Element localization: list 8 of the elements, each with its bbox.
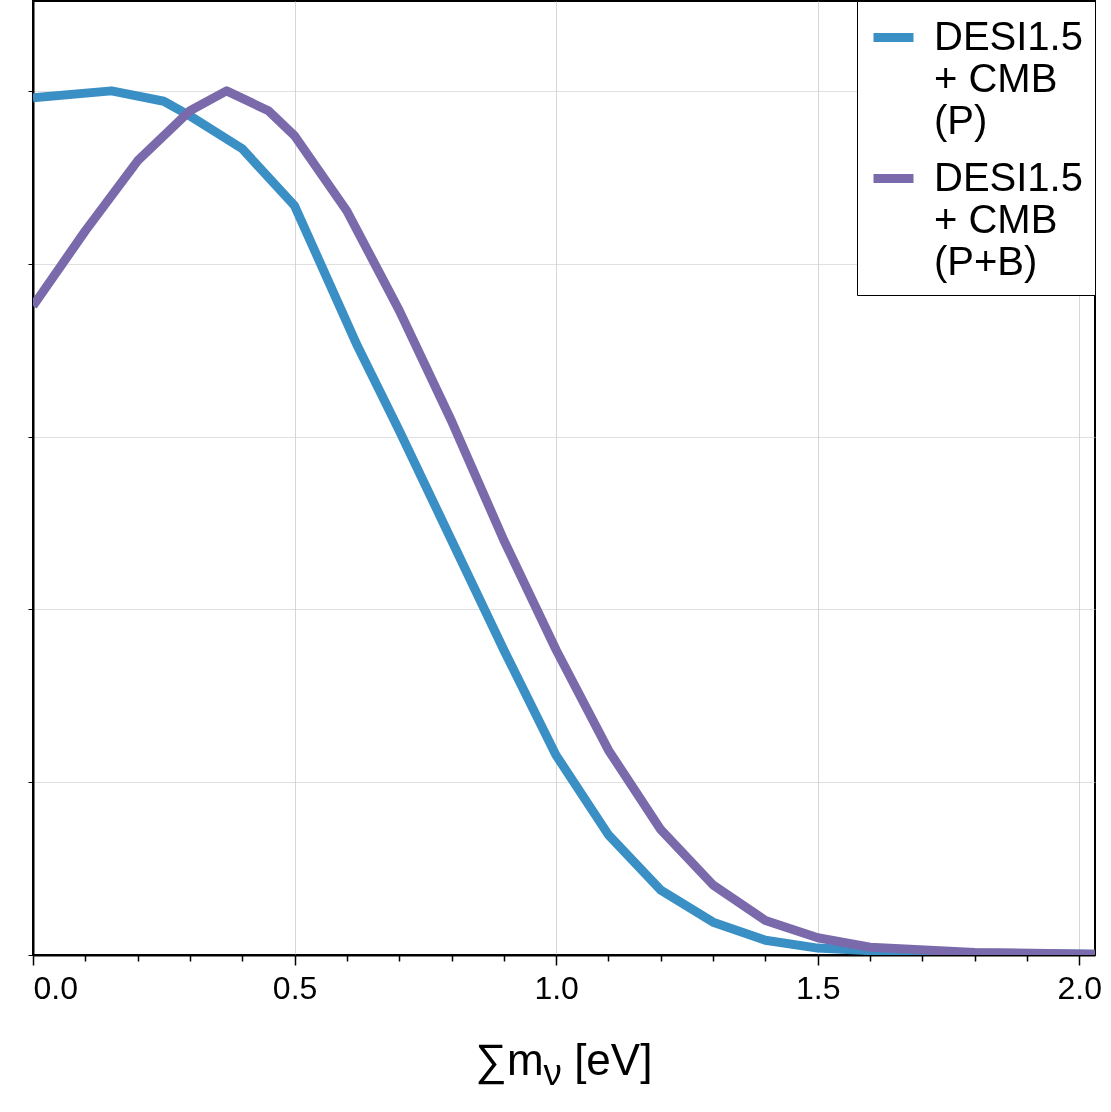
- x-tick-label: 0.0: [33, 969, 78, 1006]
- x-tick-label: 1.0: [534, 969, 579, 1006]
- x-tick-label: 2.0: [1057, 969, 1103, 1006]
- x-tick-label: 0.5: [272, 969, 318, 1006]
- x-axis-title: ∑m$_{ν}$ [eV]: [474, 1035, 654, 1094]
- legend-label: DESI1.5 + CMB (P): [934, 13, 1083, 142]
- x-tick-label: 1.5: [795, 969, 841, 1006]
- legend-label: DESI1.5 + CMB (P+B): [934, 154, 1083, 283]
